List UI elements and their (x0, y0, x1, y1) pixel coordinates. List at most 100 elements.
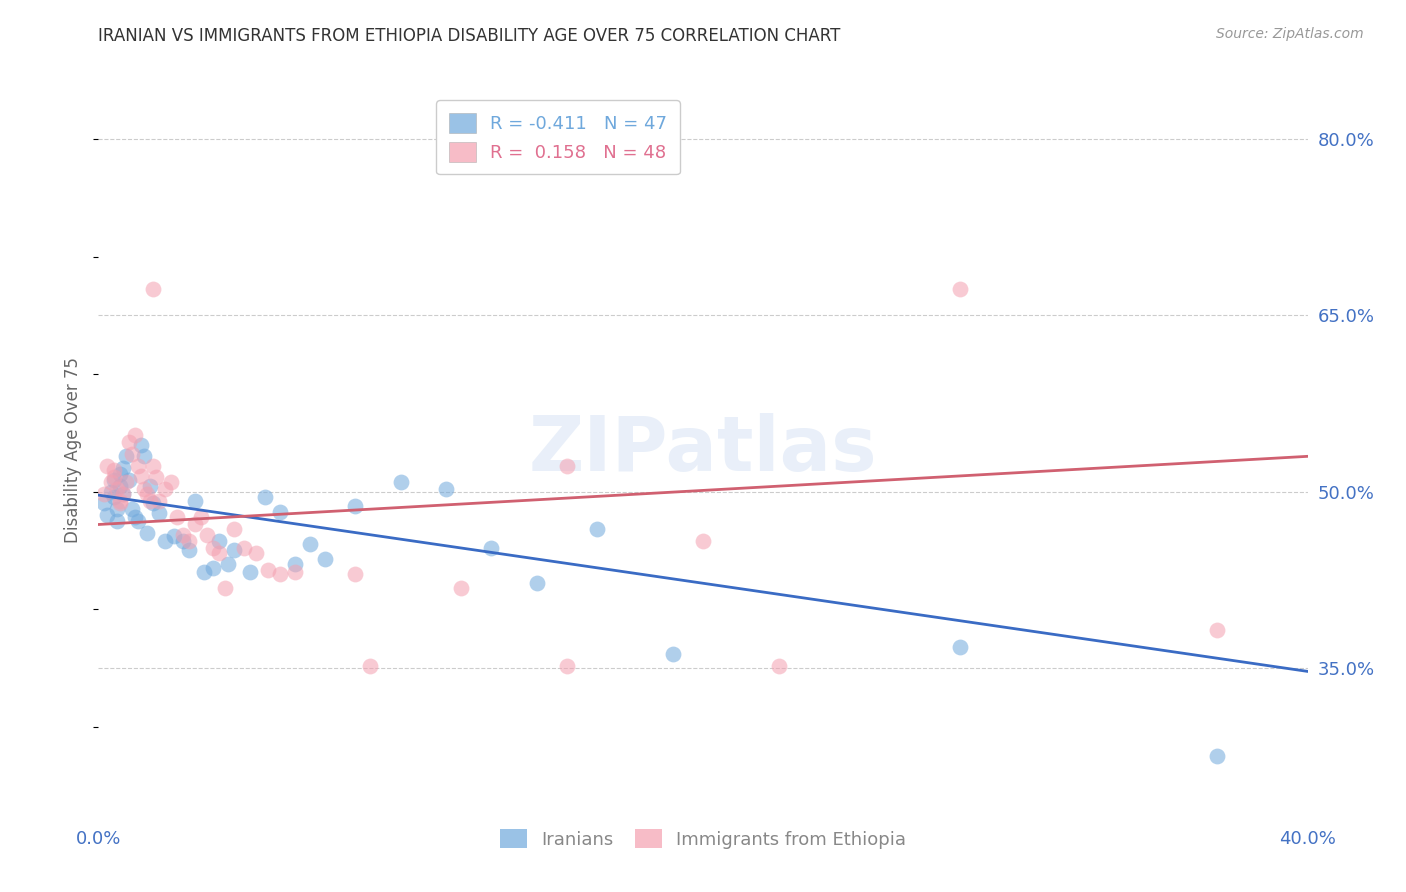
Point (103, 473, 125, 487)
Point (114, 450, 136, 464)
Point (127, 458, 149, 473)
Point (111, 487, 134, 501)
Point (148, 506, 170, 520)
Point (661, 647, 683, 661)
Point (153, 482, 176, 496)
Point (103, 470, 125, 484)
Point (172, 533, 194, 548)
Point (129, 469, 152, 483)
Point (269, 505, 291, 519)
Point (314, 551, 336, 566)
Point (142, 458, 165, 473)
Point (232, 541, 254, 555)
Point (284, 558, 307, 572)
Point (555, 458, 578, 473)
Point (93, 496, 115, 510)
Point (202, 541, 225, 555)
Point (96, 508, 118, 522)
Point (139, 494, 162, 508)
Point (135, 487, 157, 501)
Point (179, 533, 201, 548)
Point (555, 658, 578, 673)
Point (172, 528, 194, 542)
Point (208, 533, 231, 548)
Point (299, 537, 322, 551)
Point (344, 499, 367, 513)
Point (124, 510, 146, 524)
Point (202, 561, 225, 575)
Point (103, 463, 125, 477)
Point (105, 514, 128, 528)
Text: IRANIAN VS IMMIGRANTS FROM ETHIOPIA DISABILITY AGE OVER 75 CORRELATION CHART: IRANIAN VS IMMIGRANTS FROM ETHIOPIA DISA… (98, 27, 841, 45)
Point (253, 491, 276, 505)
Point (100, 475, 122, 490)
Point (127, 514, 149, 528)
Point (129, 437, 152, 451)
Point (949, 640, 972, 654)
Point (148, 494, 170, 508)
Point (1206, 624, 1229, 638)
Point (108, 467, 131, 481)
Point (224, 522, 246, 536)
Point (163, 529, 186, 543)
Point (121, 502, 143, 516)
Point (108, 494, 131, 508)
Point (153, 533, 176, 548)
Point (450, 581, 472, 595)
Point (344, 566, 367, 581)
Point (389, 475, 412, 490)
Point (160, 475, 183, 490)
Point (692, 533, 714, 548)
Point (239, 565, 262, 579)
Point (284, 565, 307, 579)
Text: Source: ZipAtlas.com: Source: ZipAtlas.com (1216, 27, 1364, 41)
Point (124, 428, 146, 442)
Point (193, 565, 215, 579)
Point (434, 482, 457, 496)
Point (121, 447, 143, 461)
Point (118, 473, 141, 487)
Point (949, 283, 972, 297)
Point (142, 283, 165, 297)
Text: ZIPatlas: ZIPatlas (529, 414, 877, 487)
Point (103, 491, 125, 505)
Point (166, 510, 188, 524)
Point (195, 528, 218, 542)
Point (96, 458, 118, 473)
Point (114, 475, 136, 490)
Point (245, 546, 267, 560)
Point (118, 435, 141, 450)
Point (190, 510, 212, 524)
Point (105, 482, 128, 496)
Point (139, 479, 162, 493)
Point (208, 546, 231, 560)
Point (135, 525, 157, 540)
Point (132, 450, 155, 464)
Point (179, 543, 201, 558)
Point (256, 563, 278, 577)
Point (100, 484, 122, 499)
Y-axis label: Disability Age Over 75: Disability Age Over 75 (65, 358, 83, 543)
Point (481, 541, 503, 555)
Point (1206, 749, 1229, 764)
Point (184, 494, 207, 508)
Point (360, 658, 382, 673)
Point (768, 658, 790, 673)
Point (132, 482, 155, 496)
Point (269, 566, 291, 581)
Point (145, 470, 167, 484)
Point (111, 461, 134, 475)
Point (586, 522, 609, 536)
Point (108, 496, 131, 510)
Point (93, 487, 115, 501)
Point (142, 496, 165, 510)
Legend: Iranians, Immigrants from Ethiopia: Iranians, Immigrants from Ethiopia (492, 822, 914, 856)
Point (184, 517, 207, 532)
Point (108, 479, 131, 493)
Point (217, 558, 239, 572)
Point (224, 543, 246, 558)
Point (111, 487, 134, 501)
Point (526, 576, 548, 591)
Point (105, 502, 128, 516)
Point (214, 581, 236, 595)
